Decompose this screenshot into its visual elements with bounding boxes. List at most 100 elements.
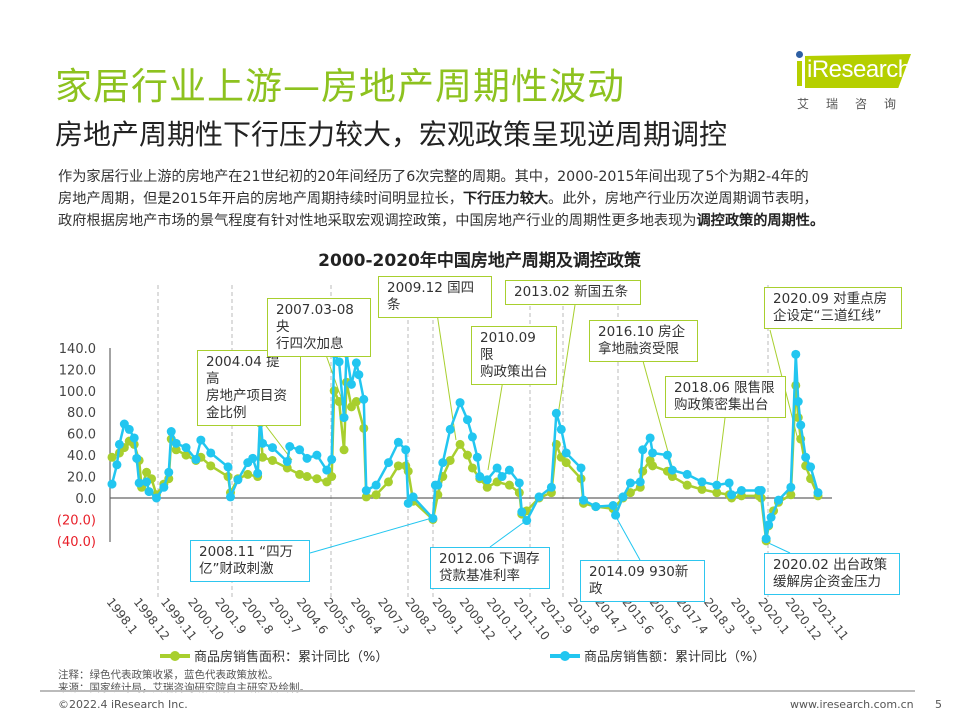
y-tick-label: 60.0: [67, 428, 96, 443]
data-point: [591, 502, 601, 512]
body-line: 房地产周期，但是2015年开启的房地产周期持续时间明显拉长，下行压力较大。此外，…: [58, 188, 824, 210]
data-point: [433, 480, 443, 490]
data-point: [233, 475, 243, 485]
data-point: [196, 435, 206, 445]
text: 政府根据房地产市场的景气程度有针对性地采取宏观调控政策，中国房地产行业的周期性更…: [58, 213, 697, 229]
series-sales-amount: [107, 348, 823, 544]
data-point: [383, 477, 393, 487]
logo-text: iResearch: [807, 56, 911, 83]
data-point: [682, 469, 692, 479]
data-point: [142, 477, 152, 487]
annotation-leader-line: [614, 514, 641, 561]
data-point: [724, 478, 734, 488]
data-point: [697, 484, 707, 494]
data-point: [796, 420, 806, 430]
annotation-2007: 2007.03-08 央行四次加息: [267, 298, 371, 357]
data-point: [662, 450, 672, 460]
data-point: [191, 454, 201, 464]
data-point: [129, 433, 139, 443]
legend-label: 商品房销售额：累计同比（%）: [584, 650, 766, 665]
data-point: [455, 398, 465, 408]
data-point: [351, 397, 361, 407]
data-point: [181, 450, 191, 460]
data-point: [393, 461, 403, 471]
page-title: 家居行业上游—房地产周期性波动: [55, 65, 625, 108]
y-tick-label: 120.0: [59, 363, 96, 378]
data-point: [166, 427, 176, 437]
annotation-leader-line: [557, 304, 576, 416]
data-point: [223, 462, 233, 472]
data-point: [159, 482, 169, 492]
data-point: [124, 424, 134, 434]
data-point: [371, 490, 381, 500]
data-point: [151, 493, 161, 503]
data-point: [467, 432, 477, 442]
iresearch-logo: iResearch 艾瑞咨询: [793, 50, 913, 111]
data-point: [764, 520, 774, 530]
data-point: [322, 465, 332, 475]
data-point: [667, 465, 677, 475]
data-point: [351, 358, 361, 368]
logo-cn: 艾瑞咨询: [797, 97, 914, 111]
data-point: [462, 450, 472, 460]
data-point: [327, 454, 337, 464]
data-point: [578, 495, 588, 505]
data-point: [132, 453, 142, 463]
data-point: [107, 452, 117, 462]
y-tick-label: (40.0): [57, 535, 96, 550]
body-line: 作为家居行业上游的房地产在21世纪初的20年间经历了6次完整的周期。其中，200…: [58, 169, 809, 185]
data-point: [282, 463, 292, 473]
y-tick-label: 20.0: [67, 471, 96, 486]
data-point: [482, 475, 492, 485]
data-point: [638, 466, 648, 476]
annotation-leader-line: [716, 417, 726, 483]
text: 。此外，房地产行业历次逆周期调节表明，: [548, 191, 818, 207]
footer-divider: [40, 690, 915, 692]
annotation-2020-02: 2020.02 出台政策 缓解房企资金压力: [764, 553, 900, 595]
annotation-leader-line: [309, 517, 433, 554]
data-point: [801, 452, 811, 462]
annotation-leader-line: [489, 519, 528, 548]
data-point: [258, 452, 268, 462]
data-point: [359, 394, 369, 404]
data-point: [625, 478, 635, 488]
legend-label: 商品房销售面积：累计同比（%）: [194, 650, 389, 665]
data-point: [813, 488, 823, 498]
website-link[interactable]: www.iresearch.com.cn: [790, 698, 914, 711]
chart-source: 来源：国家统计局，艾瑞咨询研究院自主研究及绘制。: [58, 682, 310, 694]
y-tick-label: (20.0): [57, 513, 96, 528]
data-point: [618, 492, 628, 502]
data-point: [295, 445, 305, 455]
data-point: [517, 507, 527, 517]
data-point: [551, 408, 561, 418]
data-point: [756, 485, 766, 495]
data-point: [134, 478, 144, 488]
data-point: [401, 445, 411, 455]
data-point: [403, 466, 413, 476]
data-point: [625, 488, 635, 498]
legend-item-amount: 商品房销售额：累计同比（%）: [550, 646, 765, 665]
data-point: [295, 469, 305, 479]
data-point: [608, 501, 618, 511]
data-point: [302, 472, 312, 482]
annotation-2016: 2016.10 房企 拿地融资受限: [589, 320, 698, 362]
data-point: [638, 445, 648, 455]
data-point: [142, 467, 152, 477]
data-point: [258, 438, 268, 448]
data-point: [312, 474, 322, 484]
data-point: [107, 479, 117, 489]
data-point: [682, 480, 692, 490]
annotation-2009: 2009.12 国四条: [378, 276, 492, 318]
data-point: [339, 413, 349, 423]
data-point: [445, 455, 455, 465]
y-tick-label: 140.0: [59, 342, 96, 357]
annotation-2008: 2008.11 “四万 亿”财政刺激: [190, 540, 310, 582]
y-tick-label: 80.0: [67, 406, 96, 421]
data-point: [302, 453, 312, 463]
data-point: [791, 349, 801, 359]
data-point: [428, 513, 438, 523]
data-point: [766, 512, 776, 522]
data-point: [383, 458, 393, 468]
bold-text: 调控政策的周期性。: [696, 213, 825, 229]
data-point: [346, 379, 356, 389]
